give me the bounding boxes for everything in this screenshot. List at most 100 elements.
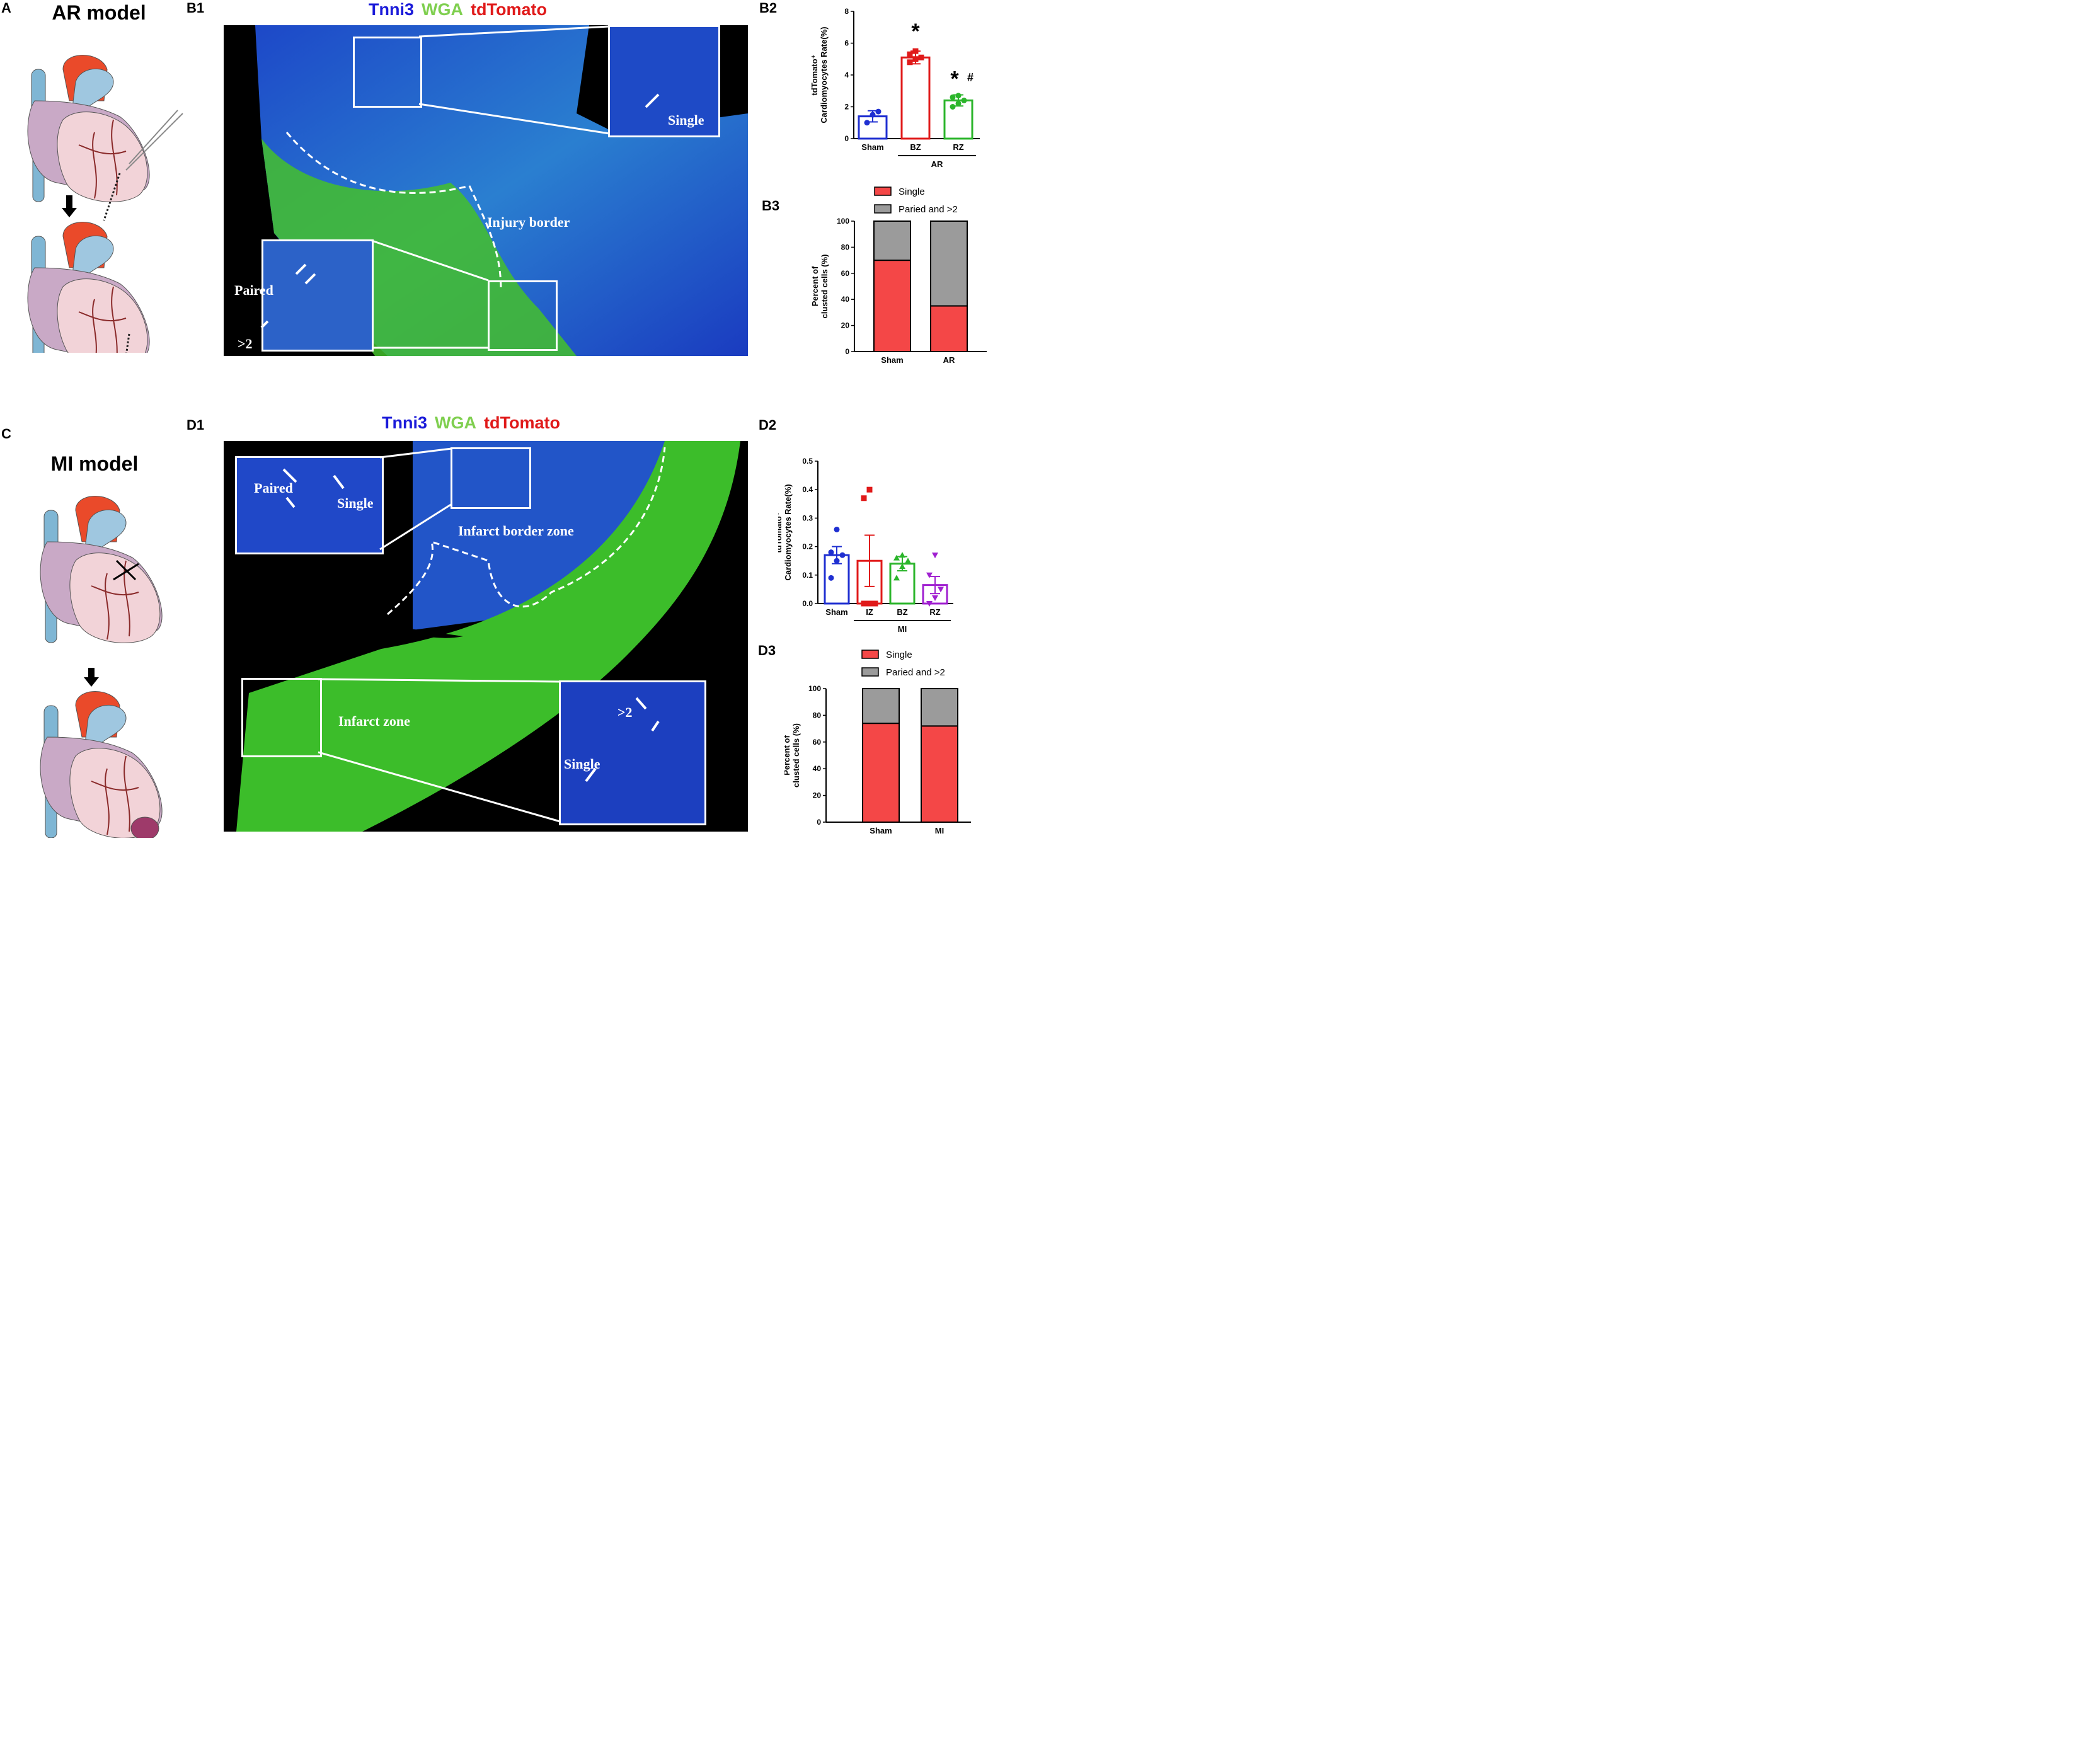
data-point xyxy=(893,575,900,581)
bar-segment xyxy=(930,305,968,352)
significance-star: * xyxy=(950,67,959,91)
bar-segment xyxy=(862,723,900,823)
data-point xyxy=(912,48,919,54)
b1-inset-top-box xyxy=(353,37,422,108)
y-tick-label: 8 xyxy=(844,7,849,16)
y-tick-label: 0 xyxy=(845,347,849,356)
bar-segment xyxy=(862,688,900,724)
b1-label-single: Single xyxy=(668,112,704,128)
stain-wga: WGA xyxy=(435,413,476,432)
ar-model-illustration xyxy=(27,54,183,353)
legend-swatch xyxy=(874,186,892,196)
y-axis-label: Percent ofclusted cells (%) xyxy=(784,723,801,788)
bar-segment xyxy=(873,260,911,352)
d1-inset-paired-single xyxy=(235,456,384,554)
data-point xyxy=(907,51,913,57)
panel-label-a: A xyxy=(1,0,11,16)
y-tick-label: 0 xyxy=(844,134,849,143)
group-label: AR xyxy=(931,159,943,169)
b1-stain-legend: Tnni3 WGA tdTomato xyxy=(365,0,551,20)
stain-tnni3: Tnni3 xyxy=(369,0,414,19)
data-point xyxy=(828,549,834,556)
data-point xyxy=(893,554,900,561)
y-axis-label-line2: Cardiomyocytes Rate(%) xyxy=(819,26,829,123)
data-point xyxy=(866,600,873,607)
x-tick-label: BZ xyxy=(910,142,921,152)
data-point xyxy=(938,587,944,593)
panel-label-d2: D2 xyxy=(759,417,777,433)
y-tick-label: 0.0 xyxy=(802,599,813,608)
y-axis-label-line2: Cardiomyocytes Rate(%) xyxy=(783,484,793,580)
x-tick-label: RZ xyxy=(929,607,940,617)
panel-label-d1: D1 xyxy=(187,417,205,433)
panel-label-b1: B1 xyxy=(187,0,205,16)
data-point xyxy=(834,526,840,532)
y-tick-label: 2 xyxy=(844,103,849,112)
d1-inset-bottom-box xyxy=(241,678,322,757)
data-point xyxy=(918,54,924,60)
y-tick-label: 100 xyxy=(808,684,821,693)
x-tick-label: AR xyxy=(943,355,955,365)
x-tick-label: RZ xyxy=(953,142,963,152)
data-point xyxy=(875,108,881,115)
stain-tdtomato: tdTomato xyxy=(483,413,560,432)
y-tick-label: 60 xyxy=(813,738,822,747)
y-tick-label: 40 xyxy=(841,295,850,304)
mi-model-illustration xyxy=(40,495,163,838)
y-tick-label: 0.3 xyxy=(802,513,813,522)
legend-swatch xyxy=(861,667,879,677)
panel-label-b2: B2 xyxy=(759,0,778,16)
data-point xyxy=(870,112,876,118)
y-tick-label: 80 xyxy=(841,243,850,251)
y-tick-label: 20 xyxy=(841,321,850,330)
stain-tnni3: Tnni3 xyxy=(382,413,427,432)
bar-segment xyxy=(930,220,968,307)
d1-stain-legend: Tnni3 WGA tdTomato xyxy=(378,413,564,433)
x-tick-label: Sham xyxy=(881,355,903,365)
x-tick-label: Sham xyxy=(825,607,847,617)
d1-label-paired: Paired xyxy=(254,480,293,496)
y-axis-label-line1: Percent of xyxy=(784,735,791,776)
data-point xyxy=(912,56,919,62)
y-axis-label: tdTomato⁺Cardiomyocytes Rate(%) xyxy=(778,484,793,580)
panel-label-c: C xyxy=(1,426,11,442)
y-tick-label: 20 xyxy=(813,791,822,800)
b1-micrograph: Single Injury border Paired >2 xyxy=(224,25,748,356)
x-tick-label: IZ xyxy=(866,607,873,617)
data-point xyxy=(932,595,938,601)
y-tick-label: 0.1 xyxy=(802,571,813,580)
chart-d3: 0 20 40 60 80 100 Percent ofclusted cells (%) S… xyxy=(784,650,971,835)
y-axis-label: tdTomato⁺Cardiomyocytes Rate(%) xyxy=(810,26,829,123)
legend-label: Paried and >2 xyxy=(899,204,958,215)
chart-d2: 0.0 0.1 0.2 0.3 0.4 0.5 tdTomato⁺Cardiomyocyte… xyxy=(778,457,953,634)
significance-star: * xyxy=(911,20,920,43)
legend-label: Paried and >2 xyxy=(886,667,945,678)
data-point xyxy=(955,100,962,106)
mi-model-title: MI model xyxy=(50,452,139,475)
data-point xyxy=(834,558,840,564)
data-point xyxy=(955,93,962,99)
d1-label-single: Single xyxy=(337,495,374,511)
y-tick-label: 4 xyxy=(844,71,849,79)
chart-b2: 0 2 4 6 8 tdTomato⁺Cardiomyocytes Rate(%) Sham… xyxy=(810,7,980,169)
d1-inset-top-box xyxy=(451,447,531,509)
data-point xyxy=(905,558,911,564)
data-point xyxy=(932,553,938,559)
significance-hash: # xyxy=(967,71,973,84)
y-tick-label: 40 xyxy=(813,764,822,773)
b1-label-gt2: >2 xyxy=(238,336,253,352)
y-axis-label-line2: clusted cells (%) xyxy=(820,255,829,319)
b1-inset-single xyxy=(608,25,720,137)
y-axis-label-line1: tdTomato⁺ xyxy=(810,54,819,95)
d1-label-infarct-zone: Infarct zone xyxy=(338,713,410,729)
d1-label-gt2: >2 xyxy=(617,704,633,720)
x-tick-label: Sham xyxy=(861,142,883,152)
y-tick-label: 80 xyxy=(813,711,822,719)
b1-inset-paired xyxy=(261,239,374,352)
d1-micrograph: Paired Single Infarct border zone Infarc… xyxy=(224,441,748,832)
b1-label-injury-border: Injury border xyxy=(487,214,570,230)
data-point xyxy=(828,575,834,581)
y-axis-label: Percent ofclusted cells (%) xyxy=(810,255,829,319)
x-tick-label: Sham xyxy=(870,826,892,835)
data-point xyxy=(861,495,867,501)
